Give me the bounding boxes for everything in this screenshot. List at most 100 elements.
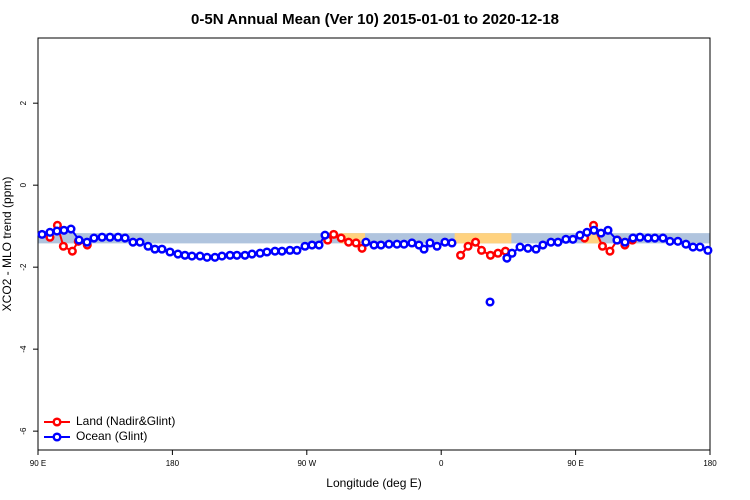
x-tick-label: 90 W bbox=[297, 459, 316, 468]
legend-label: Ocean (Glint) bbox=[76, 429, 147, 443]
data-point bbox=[515, 242, 525, 252]
data-point bbox=[538, 240, 548, 250]
data-point bbox=[470, 237, 481, 247]
data-point bbox=[485, 250, 496, 260]
data-point bbox=[369, 240, 379, 250]
legend-marker bbox=[52, 417, 62, 427]
data-point bbox=[277, 246, 287, 256]
y-axis-label: XCO2 - MLO trend (ppm) bbox=[0, 177, 14, 312]
data-point bbox=[665, 236, 675, 246]
x-tick-label: 0 bbox=[439, 459, 444, 468]
reference-band bbox=[38, 233, 710, 244]
data-point bbox=[582, 227, 592, 237]
data-point bbox=[285, 245, 295, 255]
data-point bbox=[620, 237, 630, 247]
data-point bbox=[320, 230, 330, 240]
y-tick-label: -4 bbox=[19, 345, 28, 353]
data-point bbox=[357, 243, 367, 253]
data-point bbox=[120, 233, 130, 243]
y-tick-label: 0 bbox=[19, 182, 28, 187]
data-point bbox=[336, 233, 346, 243]
data-point bbox=[546, 237, 556, 247]
data-point bbox=[476, 245, 487, 255]
data-point bbox=[59, 225, 69, 235]
data-point bbox=[240, 250, 250, 260]
y-tick-label: -2 bbox=[19, 263, 28, 271]
data-point bbox=[384, 239, 394, 249]
data-point bbox=[681, 239, 691, 249]
data-point bbox=[612, 235, 622, 245]
data-point bbox=[67, 246, 77, 256]
legend-label: Land (Nadir&Glint) bbox=[76, 414, 175, 428]
data-point bbox=[589, 225, 599, 235]
plot-frame bbox=[37, 37, 711, 451]
data-point bbox=[531, 244, 541, 254]
data-point bbox=[128, 237, 138, 247]
legend-marker bbox=[52, 432, 62, 442]
data-point bbox=[456, 250, 466, 260]
data-point bbox=[399, 239, 409, 249]
data-point bbox=[314, 240, 324, 250]
data-point bbox=[157, 244, 167, 254]
data-point bbox=[97, 232, 107, 242]
data-point bbox=[232, 250, 242, 260]
data-point bbox=[165, 247, 175, 257]
data-point bbox=[202, 252, 212, 262]
chart-title: 0-5N Annual Mean (Ver 10) 2015-01-01 to … bbox=[191, 11, 559, 28]
data-point bbox=[635, 232, 645, 242]
data-point bbox=[225, 250, 235, 260]
data-point bbox=[89, 233, 99, 243]
data-point bbox=[255, 248, 265, 258]
data-point bbox=[195, 251, 205, 261]
data-point bbox=[217, 251, 227, 261]
highlight-region bbox=[339, 233, 366, 244]
data-point bbox=[650, 233, 660, 243]
data-point bbox=[173, 249, 183, 259]
data-point bbox=[596, 228, 606, 238]
data-point bbox=[507, 248, 517, 258]
data-point bbox=[463, 241, 473, 251]
data-point bbox=[37, 229, 47, 239]
x-tick-label: 90 E bbox=[30, 459, 46, 468]
x-tick-label: 180 bbox=[703, 459, 717, 468]
data-point bbox=[703, 245, 713, 255]
data-point bbox=[628, 233, 638, 243]
data-point bbox=[561, 234, 571, 244]
data-point bbox=[440, 237, 450, 247]
data-point bbox=[74, 235, 84, 245]
y-tick-label: -6 bbox=[19, 427, 28, 435]
data-point bbox=[262, 247, 272, 257]
x-axis-label: Longitude (deg E) bbox=[326, 476, 421, 490]
data-point bbox=[180, 250, 190, 260]
data-point bbox=[105, 232, 115, 242]
data-point bbox=[247, 249, 257, 259]
data-point bbox=[605, 246, 615, 256]
data-point bbox=[392, 239, 402, 249]
data-point bbox=[425, 238, 435, 248]
data-point bbox=[329, 229, 339, 239]
data-point bbox=[361, 237, 371, 247]
highlight-region bbox=[584, 233, 600, 244]
data-point bbox=[575, 230, 585, 240]
data-point bbox=[45, 227, 55, 237]
data-point bbox=[432, 241, 442, 251]
data-point bbox=[270, 246, 280, 256]
data-point bbox=[523, 243, 533, 253]
x-tick-label: 180 bbox=[166, 459, 180, 468]
data-point bbox=[210, 252, 220, 262]
y-tick-label: 2 bbox=[19, 100, 28, 105]
data-point bbox=[187, 251, 197, 261]
data-point bbox=[485, 297, 495, 307]
x-tick-label: 90 E bbox=[567, 459, 583, 468]
data-point bbox=[688, 242, 698, 252]
highlight-region bbox=[454, 233, 512, 244]
data-point bbox=[292, 245, 302, 255]
data-point bbox=[52, 226, 62, 236]
data-point bbox=[113, 232, 123, 242]
data-point bbox=[58, 241, 68, 251]
data-point bbox=[419, 244, 429, 254]
data-point bbox=[135, 237, 145, 247]
data-point bbox=[143, 241, 153, 251]
data-point bbox=[502, 253, 512, 263]
